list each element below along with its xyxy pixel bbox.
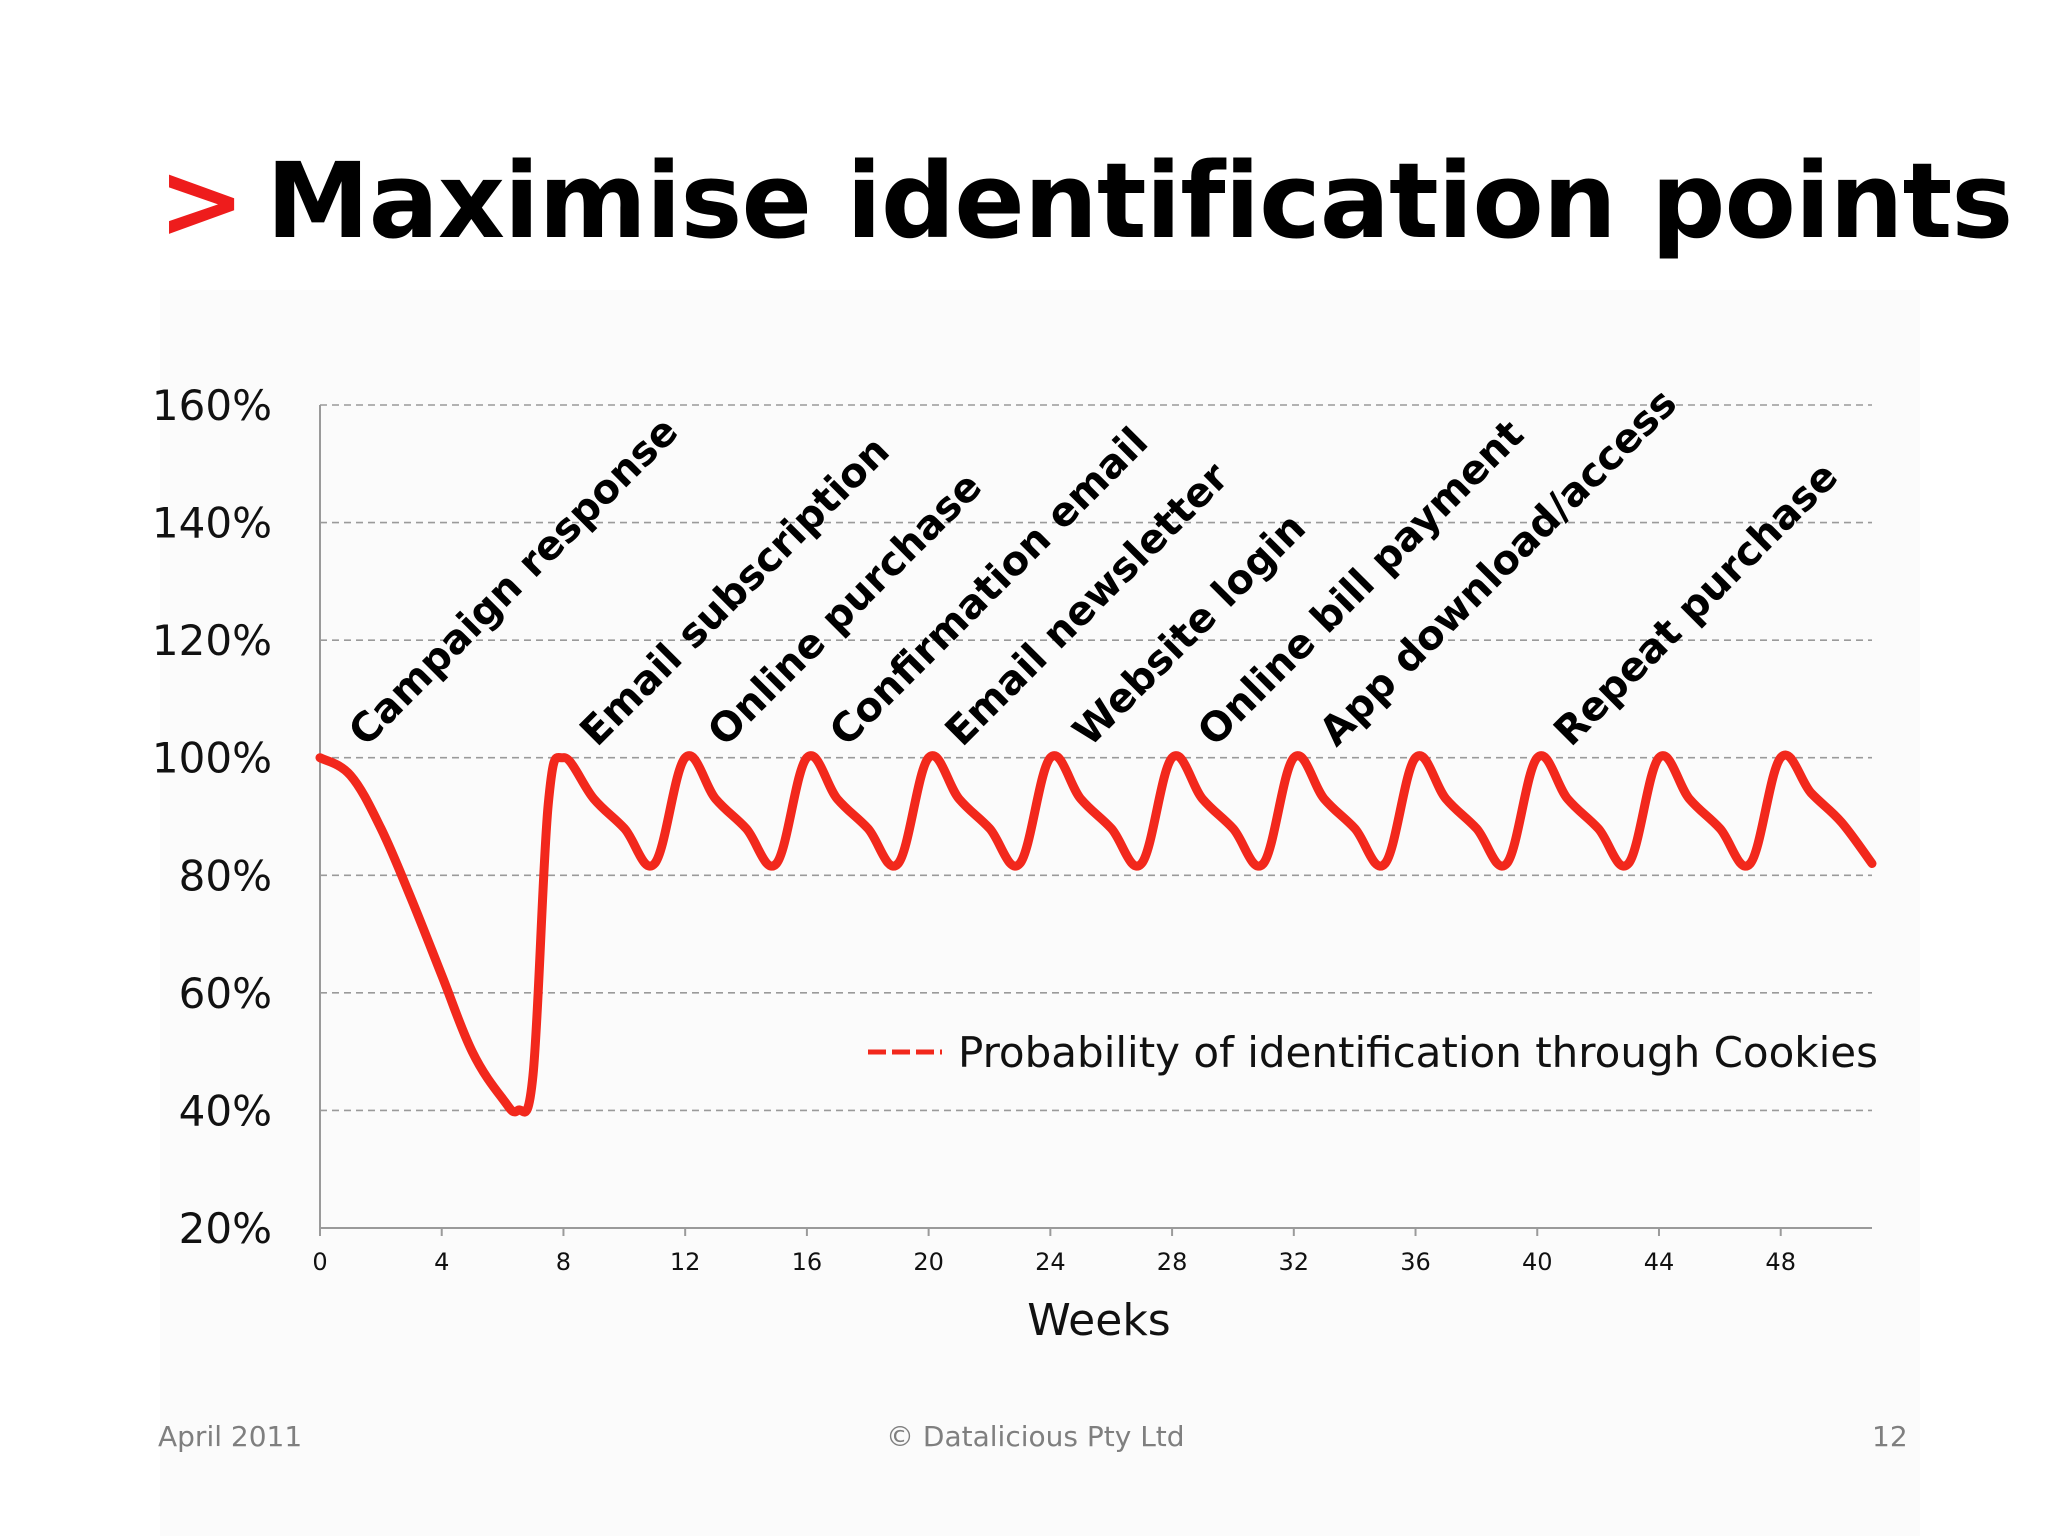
footer-copyright: © Datalicious Pty Ltd bbox=[886, 1420, 1185, 1453]
footer-date: April 2011 bbox=[158, 1420, 303, 1453]
series-line bbox=[315, 750, 1877, 1117]
y-tick-label: 40% bbox=[179, 1086, 272, 1135]
y-tick-label: 120% bbox=[152, 616, 272, 665]
annotation-label: Website login bbox=[1064, 505, 1314, 755]
legend-label: Probability of identification through Co… bbox=[958, 1028, 1878, 1077]
slide-background-panel bbox=[160, 290, 1920, 1536]
x-tick-label: 32 bbox=[1279, 1248, 1310, 1276]
x-tick-label: 12 bbox=[670, 1248, 701, 1276]
x-tick-label: 28 bbox=[1157, 1248, 1188, 1276]
title-chevron: > bbox=[158, 140, 245, 262]
y-tick-label: 20% bbox=[179, 1204, 272, 1253]
slide-title: > Maximise identification points bbox=[158, 140, 2013, 262]
x-tick-label: 8 bbox=[556, 1248, 571, 1276]
y-tick-label: 140% bbox=[152, 499, 272, 548]
y-tick-label: 60% bbox=[179, 969, 272, 1018]
x-tick-label: 20 bbox=[913, 1248, 944, 1276]
y-tick-label: 160% bbox=[152, 381, 272, 430]
x-tick-label: 0 bbox=[312, 1248, 327, 1276]
y-tick-label: 100% bbox=[152, 734, 272, 783]
page-number: 12 bbox=[1872, 1420, 1908, 1453]
x-tick-label: 48 bbox=[1765, 1248, 1796, 1276]
x-tick-label: 4 bbox=[434, 1248, 449, 1276]
y-tick-label: 80% bbox=[179, 851, 272, 900]
x-axis-title: Weeks bbox=[1027, 1295, 1170, 1346]
x-tick-label: 16 bbox=[792, 1248, 823, 1276]
x-tick-label: 44 bbox=[1644, 1248, 1675, 1276]
x-tick-label: 36 bbox=[1400, 1248, 1431, 1276]
x-tick-label: 24 bbox=[1035, 1248, 1066, 1276]
title-text: Maximise identification points bbox=[266, 140, 2013, 262]
x-tick-label: 40 bbox=[1522, 1248, 1553, 1276]
